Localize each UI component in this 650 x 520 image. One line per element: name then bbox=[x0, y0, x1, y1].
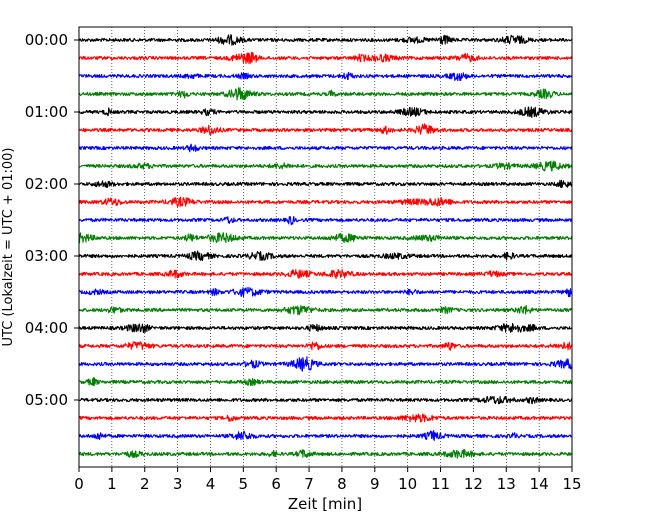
seismogram-trace bbox=[78, 250, 573, 262]
y-tick-label: 02:00 bbox=[25, 175, 68, 193]
x-tick-label: 0 bbox=[74, 475, 84, 493]
seismogram-trace bbox=[78, 106, 573, 118]
x-tick-label: 15 bbox=[562, 475, 581, 493]
y-axis-label: UTC (Lokalzeit = UTC + 01:00) bbox=[1, 148, 16, 347]
x-tick-label: 13 bbox=[497, 475, 516, 493]
seismogram-trace bbox=[78, 286, 573, 298]
x-tick-label: 4 bbox=[206, 475, 216, 493]
seismogram-trace bbox=[78, 323, 573, 334]
seismogram-trace bbox=[78, 34, 573, 46]
seismogram-trace bbox=[78, 51, 573, 65]
seismogram-trace bbox=[78, 377, 573, 387]
x-tick-label: 11 bbox=[431, 475, 450, 493]
seismogram-trace bbox=[78, 341, 573, 351]
seismogram-trace bbox=[78, 215, 573, 226]
seismogram-trace bbox=[78, 71, 573, 82]
y-tick-label: 04:00 bbox=[25, 319, 68, 337]
seismogram-trace bbox=[78, 449, 573, 459]
y-tick-label: 00:00 bbox=[25, 31, 68, 49]
x-tick-label: 8 bbox=[337, 475, 347, 493]
x-tick-label: 2 bbox=[140, 475, 150, 493]
y-tick-label: 03:00 bbox=[25, 247, 68, 265]
y-tick-label: 01:00 bbox=[25, 103, 68, 121]
x-tick-label: 14 bbox=[530, 475, 549, 493]
trace-group bbox=[78, 34, 573, 459]
y-tick-label: 05:00 bbox=[25, 391, 68, 409]
x-tick-label: 3 bbox=[173, 475, 183, 493]
y-axis-ticks: 00:00 01:00 02:00 03:00 04:00 05:00 bbox=[25, 31, 79, 409]
seismogram-trace bbox=[78, 413, 573, 423]
seismogram-trace bbox=[78, 430, 573, 442]
x-tick-label: 12 bbox=[464, 475, 483, 493]
x-axis-label: Zeit [min] bbox=[288, 495, 362, 513]
seismogram-trace bbox=[78, 304, 573, 316]
seismogram-trace bbox=[78, 179, 573, 189]
x-axis-ticks: 0 1 2 3 4 5 6 7 8 9 10 11 12 13 14 15 bbox=[74, 467, 582, 493]
seismogram-trace bbox=[78, 268, 573, 280]
seismogram-trace bbox=[78, 123, 573, 136]
x-tick-label: 6 bbox=[271, 475, 281, 493]
plot-background bbox=[79, 27, 572, 467]
seismogram-trace bbox=[78, 87, 573, 101]
plot-frame bbox=[78, 26, 573, 468]
x-tick-label: 10 bbox=[398, 475, 417, 493]
seismogram-trace bbox=[78, 160, 573, 172]
seismogram-trace bbox=[78, 196, 573, 208]
seismogram-trace bbox=[78, 232, 573, 244]
x-tick-label: 7 bbox=[304, 475, 314, 493]
x-tick-label: 1 bbox=[107, 475, 117, 493]
grid-lines bbox=[111, 27, 540, 467]
seismogram-trace bbox=[78, 395, 573, 405]
x-tick-label: 5 bbox=[239, 475, 249, 493]
seismogram-trace bbox=[78, 356, 573, 372]
seismogram-trace bbox=[78, 143, 573, 153]
x-tick-label: 9 bbox=[370, 475, 380, 493]
